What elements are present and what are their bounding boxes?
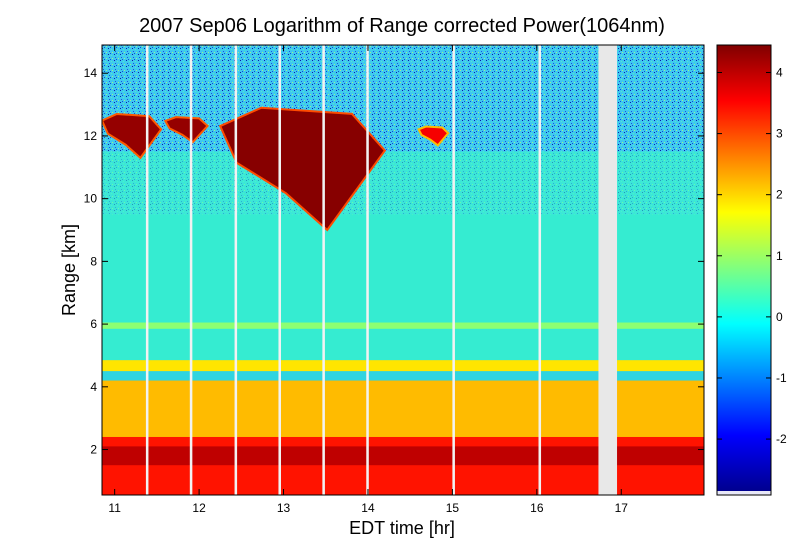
cloud-cirrus-3 bbox=[218, 106, 387, 232]
x-tick-label: 17 bbox=[615, 501, 629, 515]
plot-frame bbox=[101, 44, 705, 496]
cloud-cirrus-2 bbox=[163, 116, 209, 144]
data-gap-2 bbox=[234, 45, 238, 495]
colorbar-tick-label: 4 bbox=[776, 65, 783, 79]
data-gap-7 bbox=[538, 45, 542, 495]
boundary-layer-core bbox=[102, 446, 704, 466]
x-tick-label: 13 bbox=[277, 501, 291, 515]
y-tick-label: 14 bbox=[84, 66, 98, 80]
colorbar-bottom-strip bbox=[717, 491, 771, 495]
x-tick-label: 14 bbox=[361, 501, 375, 515]
colorbar: -2 -1 0 1 2 3 4 bbox=[716, 44, 787, 496]
data-gaps bbox=[145, 45, 618, 495]
y-tick-label: 4 bbox=[90, 380, 97, 394]
y-axis-label: Range [km] bbox=[59, 224, 79, 316]
colorbar-tick-label: 2 bbox=[776, 188, 783, 202]
x-tick-label: 11 bbox=[108, 501, 121, 515]
cloud-cirrus-4 bbox=[417, 125, 450, 147]
x-tick-label: 15 bbox=[446, 501, 460, 515]
y-tick-label: 2 bbox=[90, 443, 97, 457]
colorbar-tick-label: -2 bbox=[776, 432, 787, 446]
y-axis-ticks: 2 4 6 8 10 12 14 bbox=[84, 66, 704, 457]
chart-title: 2007 Sep06 Logarithm of Range corrected … bbox=[139, 15, 665, 37]
y-tick-label: 6 bbox=[90, 317, 97, 331]
y-tick-label: 12 bbox=[84, 129, 98, 143]
data-gap-8 bbox=[598, 45, 618, 495]
colorbar-gradient bbox=[717, 45, 771, 491]
y-tick-label: 8 bbox=[90, 254, 97, 268]
x-axis-ticks: 11 12 13 14 15 16 17 bbox=[108, 45, 628, 515]
data-gap-3 bbox=[278, 45, 281, 495]
layer-thin-layer bbox=[102, 322, 704, 329]
data-gap-4 bbox=[322, 45, 325, 495]
data-gap-0 bbox=[145, 45, 149, 495]
colorbar-ticks: -2 -1 0 1 2 3 4 bbox=[717, 65, 787, 446]
colorbar-frame bbox=[716, 44, 772, 496]
x-tick-label: 12 bbox=[192, 501, 206, 515]
x-axis-label: EDT time [hr] bbox=[349, 518, 455, 538]
data-gap-5 bbox=[366, 45, 369, 495]
heatmap-plot bbox=[102, 45, 704, 495]
data-gap-1 bbox=[189, 45, 193, 495]
x-tick-label: 16 bbox=[530, 501, 544, 515]
colorbar-tick-label: 1 bbox=[776, 249, 783, 263]
y-tick-label: 10 bbox=[84, 192, 98, 206]
colorbar-tick-label: -1 bbox=[776, 371, 787, 385]
data-gap-6 bbox=[452, 45, 455, 495]
colorbar-tick-label: 3 bbox=[776, 127, 783, 141]
colorbar-tick-label: 0 bbox=[776, 310, 783, 324]
layer-elevated-aerosol-layer bbox=[102, 360, 704, 372]
